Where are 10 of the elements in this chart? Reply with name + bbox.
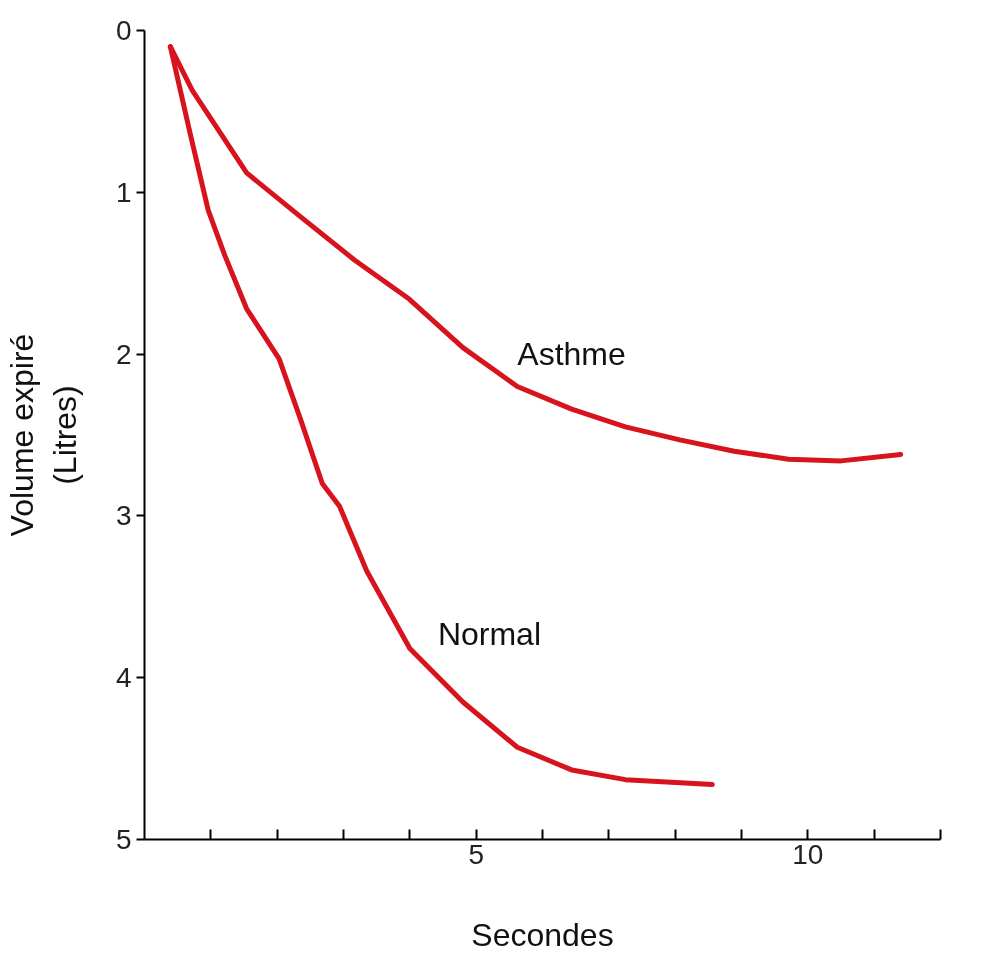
series-label: Normal [437,615,542,652]
series-label: Asthme [517,336,626,373]
y-tick-label: 1 [115,176,132,208]
y-axis-title: Volume expiré (Litres) [3,333,83,537]
x-tick-label: 10 [792,838,824,870]
y-tick-label: 4 [115,662,132,694]
y-tick-label: 0 [115,15,132,46]
y-tick-label: 3 [115,500,132,532]
x-axis-title: Secondes [471,916,614,953]
y-tick-label: 2 [115,338,132,370]
